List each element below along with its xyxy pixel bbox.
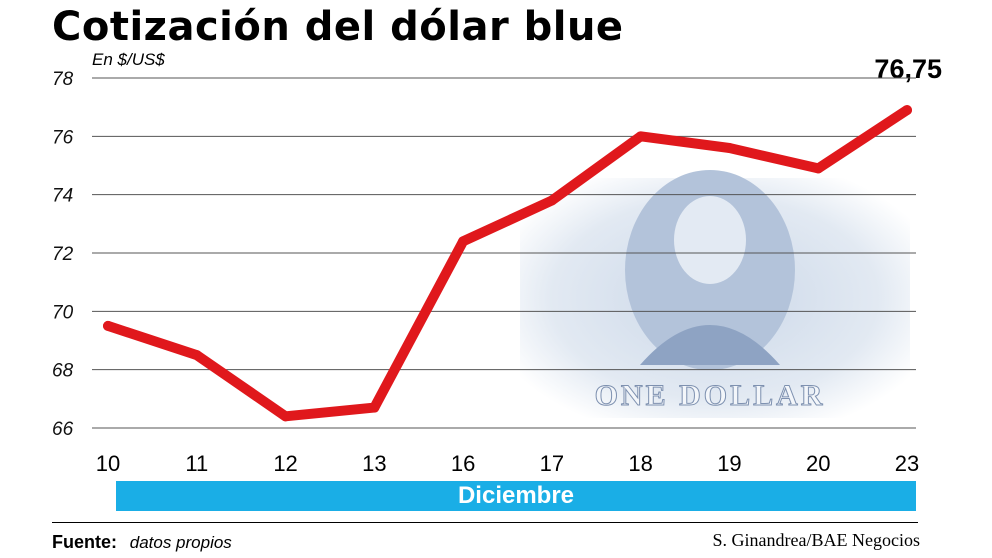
source-value: datos propios bbox=[129, 533, 232, 552]
x-tick-label: 12 bbox=[273, 451, 297, 476]
grid-lines bbox=[92, 77, 916, 429]
x-axis-ticks: 10 11 12 13 16 17 18 19 20 23 bbox=[96, 451, 919, 476]
y-tick-label: 78 bbox=[52, 69, 74, 90]
source-label: Fuente: bbox=[52, 532, 117, 552]
series-line-group bbox=[103, 105, 912, 422]
data-point bbox=[369, 402, 380, 413]
data-point bbox=[280, 411, 291, 422]
y-tick-label: 72 bbox=[52, 244, 74, 265]
month-label: Diciembre bbox=[457, 482, 575, 509]
x-tick-label: 16 bbox=[451, 451, 475, 476]
footer-rule bbox=[52, 522, 918, 523]
x-tick-label: 18 bbox=[628, 451, 652, 476]
y-axis-ticks: 66 68 70 72 74 76 78 bbox=[52, 69, 74, 440]
line-chart: ONE DOLLAR 66 68 70 72 74 76 78 10 11 12 13 16 17 18… bbox=[52, 69, 919, 476]
y-tick-label: 76 bbox=[52, 127, 74, 148]
y-tick-label: 66 bbox=[52, 419, 74, 440]
dollar-bill-illustration: ONE DOLLAR bbox=[520, 170, 910, 418]
month-bar: Diciembre bbox=[116, 481, 916, 511]
data-point bbox=[902, 105, 912, 116]
y-tick-label: 68 bbox=[52, 361, 74, 382]
x-tick-label: 10 bbox=[96, 451, 120, 476]
bill-text: ONE DOLLAR bbox=[595, 379, 826, 412]
data-point bbox=[458, 236, 469, 247]
x-tick-label: 17 bbox=[540, 451, 564, 476]
series-line bbox=[103, 105, 912, 422]
y-tick-label: 74 bbox=[52, 186, 73, 207]
source: Fuente: datos propios bbox=[52, 532, 232, 553]
credit: S. Ginandrea/BAE Negocios bbox=[712, 530, 920, 550]
data-point bbox=[103, 320, 113, 331]
data-point bbox=[813, 163, 824, 174]
data-point bbox=[724, 143, 735, 153]
data-point bbox=[191, 350, 202, 361]
chart-title: Cotización del dólar blue bbox=[52, 4, 624, 50]
x-tick-label: 23 bbox=[895, 451, 919, 476]
y-tick-label: 70 bbox=[52, 302, 74, 323]
data-point bbox=[635, 131, 646, 142]
data-point bbox=[546, 195, 557, 206]
x-tick-label: 11 bbox=[185, 451, 208, 476]
x-tick-label: 13 bbox=[362, 451, 386, 476]
x-tick-label: 20 bbox=[806, 451, 830, 476]
last-value-label: 76,75 bbox=[874, 54, 942, 84]
x-tick-label: 19 bbox=[717, 451, 741, 476]
unit-label: En $/US$ bbox=[92, 50, 165, 69]
